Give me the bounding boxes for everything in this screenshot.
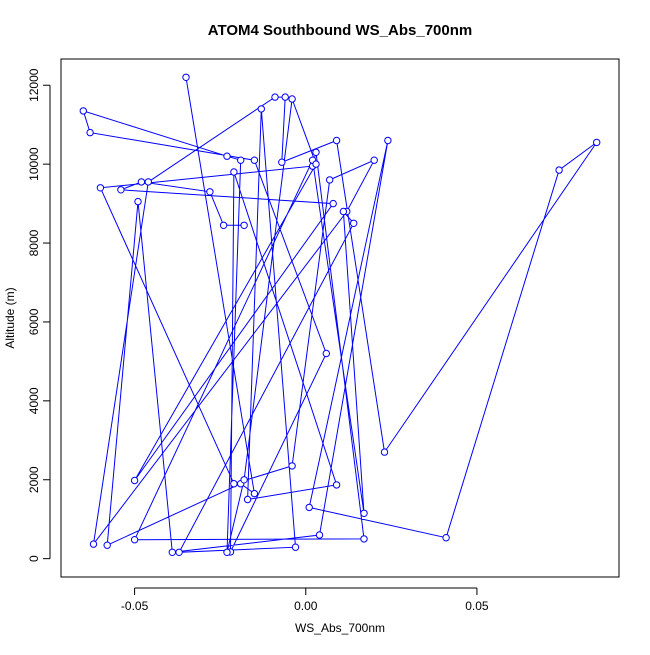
data-point (230, 480, 238, 488)
data-point (305, 503, 313, 512)
data-point (223, 152, 231, 160)
data-point (329, 199, 337, 208)
y-tick-label: 4000 (27, 387, 41, 414)
data-point (130, 476, 139, 485)
data-point (322, 349, 330, 358)
data-point (250, 156, 259, 164)
data-point (137, 178, 146, 186)
y-tick-label: 12000 (27, 68, 41, 102)
y-axis: 0 2000 4000 6000 8000 10000 12000 (27, 68, 51, 562)
data-point (103, 541, 111, 549)
x-tick-label: 0.05 (465, 599, 489, 613)
data-point (130, 536, 139, 544)
plot-area-frame (60, 58, 620, 578)
data-point (281, 93, 289, 101)
x-tick-label: 0.00 (294, 599, 318, 613)
data-point (117, 186, 125, 194)
data-point (206, 188, 214, 196)
data-point (219, 221, 228, 230)
data-point (243, 495, 252, 504)
chart-title: ATOM4 Southbound WS_Abs_700nm (208, 22, 472, 39)
data-point (271, 93, 279, 101)
data-point (288, 95, 296, 103)
data-point (339, 207, 348, 216)
data-point (86, 128, 94, 137)
y-tick-label: 10000 (27, 147, 41, 181)
data-point (332, 136, 341, 145)
data-point (555, 166, 563, 174)
data-point (96, 184, 105, 192)
data-point (380, 448, 389, 456)
data-point (312, 160, 320, 168)
data-point (175, 548, 183, 556)
data-point (257, 105, 265, 113)
x-axis-title: WS_Abs_700nm (295, 621, 385, 635)
data-point (230, 168, 238, 176)
data-point (237, 156, 245, 164)
data-point (223, 548, 231, 556)
data-point (250, 489, 259, 498)
y-axis-title: Altitude (m) (3, 287, 17, 348)
data-point (144, 178, 153, 186)
data-point (326, 176, 334, 184)
data-point (315, 531, 324, 539)
y-tick-label: 6000 (27, 308, 41, 335)
data-series-layer (79, 73, 601, 556)
data-point (370, 156, 378, 164)
data-point (288, 462, 296, 470)
data-point (360, 509, 368, 517)
data-point (350, 219, 358, 228)
data-point (168, 548, 177, 556)
x-axis: -0.05 0.00 0.05 (121, 587, 489, 613)
data-point (182, 73, 190, 82)
data-point (89, 540, 98, 548)
data-point (240, 221, 248, 230)
data-point (79, 107, 88, 115)
y-tick-label: 0 (27, 555, 41, 562)
data-point (240, 476, 248, 484)
data-point (332, 481, 341, 489)
data-point (134, 197, 142, 206)
data-point (360, 535, 368, 543)
data-point (593, 138, 601, 147)
y-tick-label: 2000 (27, 466, 41, 493)
data-point (442, 534, 450, 542)
data-point (291, 543, 300, 551)
data-point (278, 158, 286, 166)
y-tick-label: 8000 (27, 229, 41, 256)
data-point (384, 136, 392, 145)
x-tick-label: -0.05 (121, 599, 149, 613)
data-point (312, 148, 320, 157)
